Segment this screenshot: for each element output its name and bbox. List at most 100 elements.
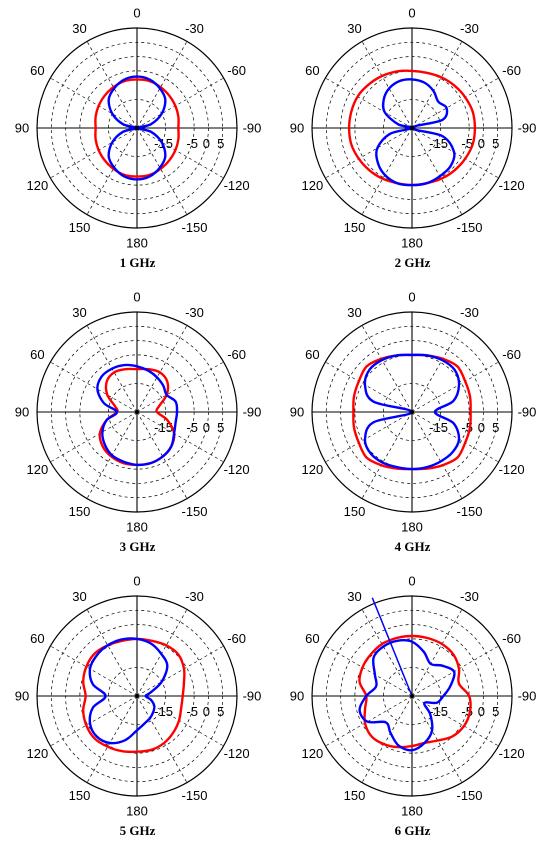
angle-tick-label: -60 [227,63,246,78]
radial-tick-label: 0 [203,420,210,435]
angle-tick-label: -120 [499,462,525,477]
center-point [409,409,415,415]
angle-tick-label: 120 [27,462,49,477]
angle-tick-label: -150 [181,220,207,235]
marker-line [371,597,413,697]
grid-spoke [86,609,138,697]
angle-tick-label: 90 [15,405,29,420]
angle-tick-label: 90 [290,689,304,704]
grid-spoke [361,325,413,413]
angle-tick-label: -60 [227,347,246,362]
panel-caption: 3 GHz [119,539,156,554]
angle-tick-label: 120 [27,746,49,761]
radial-tick-label: -15 [429,136,448,151]
polar-panel: 0 -30 -60 -90 -120 -150 180 150 120 90 60 30 -15 -5 0 5… [275,568,550,852]
polar-panel: 0 -30 -60 -90 -120 -150 180 150 120 90 60 30 -15 -5 0 5… [275,284,550,568]
center-point [134,409,140,415]
grid-spoke [325,77,413,129]
grid-spoke [411,361,499,413]
grid-spoke [411,127,463,215]
series-blue-curve [358,639,456,752]
radial-tick-label: 0 [203,704,210,719]
radial-tick-label: 5 [492,704,499,719]
radial-tick-label: -5 [186,420,198,435]
center-point [134,125,140,131]
grid-spoke [411,77,499,129]
grid-spoke [136,645,224,697]
grid-spoke [50,645,138,697]
angle-tick-label: -30 [185,589,204,604]
grid-spoke [50,695,138,747]
angle-tick-label: -150 [181,788,207,803]
angle-tick-label: 60 [305,347,319,362]
radial-tick-label: -15 [154,704,173,719]
angle-tick-label: 30 [347,589,361,604]
angle-tick-label: 120 [27,178,49,193]
angle-tick-label: -120 [224,462,250,477]
angle-tick-label: -60 [227,631,246,646]
grid-spoke [136,411,224,463]
angle-tick-label: 30 [347,305,361,320]
angle-tick-label: 0 [133,6,140,21]
angle-tick-label: -120 [499,178,525,193]
radial-tick-label: 0 [203,136,210,151]
angle-tick-label: -90 [518,121,537,136]
angle-tick-label: -60 [502,63,521,78]
angle-tick-label: 150 [69,504,91,519]
grid-spoke [136,127,224,179]
series-red-curve [81,637,186,754]
angle-tick-label: 180 [401,236,423,251]
polar-panel: 0 -30 -60 -90 -120 -150 180 150 120 90 60 30 -15 -5 0 5… [275,0,550,284]
grid-spoke [411,411,463,499]
angle-tick-label: 60 [30,63,44,78]
angle-tick-label: -150 [456,504,482,519]
radial-tick-label: 5 [492,420,499,435]
series-blue-curve [363,353,461,471]
angle-tick-label: 150 [344,788,366,803]
radial-tick-label: -5 [186,136,198,151]
radial-tick-label: 5 [492,136,499,151]
center-point [409,693,415,699]
angle-tick-label: 150 [69,788,91,803]
grid-spoke [136,127,188,215]
series-blue-curve [375,78,456,187]
angle-tick-label: 0 [133,574,140,589]
angle-tick-label: 0 [408,574,415,589]
angle-tick-label: -30 [460,305,479,320]
grid-spoke [50,361,138,413]
radial-tick-label: 5 [217,136,224,151]
radial-tick-label: 0 [478,136,485,151]
angle-tick-label: 90 [290,121,304,136]
angle-tick-label: 60 [305,631,319,646]
angle-tick-label: 60 [305,63,319,78]
grid-spoke [136,361,224,413]
angle-tick-label: 60 [30,347,44,362]
grid-spoke [411,695,463,783]
grid-spoke [361,609,413,697]
panel-caption: 6 GHz [394,823,431,838]
angle-tick-label: -30 [185,305,204,320]
radial-tick-label: -5 [461,704,473,719]
grid-spoke [136,695,188,783]
grid-spoke [325,645,413,697]
series-blue-curve [107,75,167,181]
panel-caption: 5 GHz [119,823,156,838]
grid-spoke [50,411,138,463]
grid-spoke [411,645,499,697]
grid-spoke [325,361,413,413]
series-red-curve [94,78,180,178]
radial-tick-label: 0 [478,704,485,719]
radial-tick-label: 5 [217,704,224,719]
angle-tick-label: -150 [456,220,482,235]
grid-spoke [325,411,413,463]
angle-tick-label: 0 [408,6,415,21]
angle-tick-label: 120 [302,462,324,477]
grid-spoke [50,77,138,129]
angle-tick-label: -30 [460,589,479,604]
radial-tick-label: -5 [461,136,473,151]
series-blue-curve [96,363,179,467]
